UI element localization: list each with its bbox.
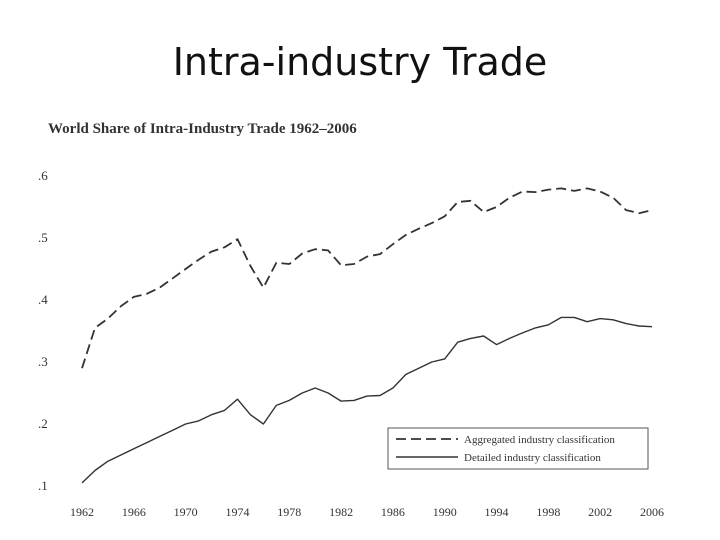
- slide-title: Intra-industry Trade: [172, 40, 548, 84]
- y-tick-label: .5: [38, 230, 48, 245]
- x-tick-label: 2002: [588, 505, 612, 519]
- detailed-series-line: [81, 316, 653, 484]
- legend-box: [387, 427, 649, 470]
- legend-label: Detailed industry classification: [464, 452, 601, 464]
- series-group: [81, 187, 653, 484]
- x-tick-label: 1978: [277, 505, 301, 519]
- y-tick-label: .1: [38, 478, 48, 493]
- y-tick-label: .2: [38, 416, 48, 431]
- x-tick-label: 1994: [485, 505, 509, 519]
- legend-label: Aggregated industry classification: [464, 434, 615, 446]
- y-axis: .1 .2 .3 .4 .5 .6: [38, 168, 48, 493]
- aggregated-series-line: [81, 187, 653, 369]
- x-tick-label: 1986: [381, 505, 405, 519]
- x-axis: 1962 1966 1970 1974 1978 1982 1986 1990 1994 1998…: [70, 505, 664, 519]
- y-tick-label: .3: [38, 354, 48, 369]
- chart-title: World Share of Intra-Industry Trade 1962…: [48, 121, 357, 137]
- x-tick-label: 1998: [536, 505, 560, 519]
- x-tick-label: 1974: [225, 505, 249, 519]
- y-tick-label: .4: [38, 292, 48, 307]
- x-tick-label: 1990: [433, 505, 457, 519]
- x-tick-label: 1966: [122, 505, 146, 519]
- legend: Aggregated industry classification Detail…: [387, 427, 649, 470]
- x-tick-label: 1962: [70, 505, 94, 519]
- x-tick-label: 1970: [174, 505, 198, 519]
- x-tick-label: 1982: [329, 505, 353, 519]
- x-tick-label: 2006: [640, 505, 664, 519]
- y-tick-label: .6: [38, 168, 48, 183]
